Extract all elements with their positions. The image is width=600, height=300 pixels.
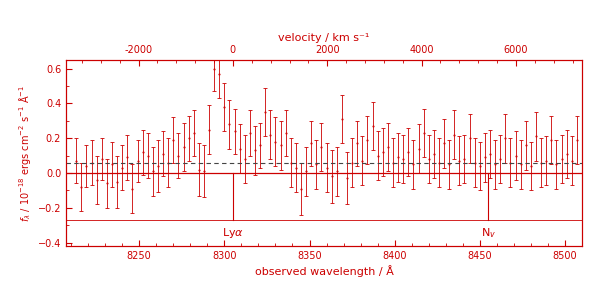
X-axis label: observed wavelength / Å: observed wavelength / Å <box>254 265 394 277</box>
X-axis label: velocity / km s⁻¹: velocity / km s⁻¹ <box>278 33 370 43</box>
Text: N$_{v}$: N$_{v}$ <box>481 226 496 240</box>
Text: Ly$\alpha$: Ly$\alpha$ <box>222 226 244 240</box>
Y-axis label: $f_\lambda$ / 10$^{-18}$ ergs cm$^{-2}$ s$^{-1}$ Å$^{-1}$: $f_\lambda$ / 10$^{-18}$ ergs cm$^{-2}$ … <box>17 84 34 222</box>
